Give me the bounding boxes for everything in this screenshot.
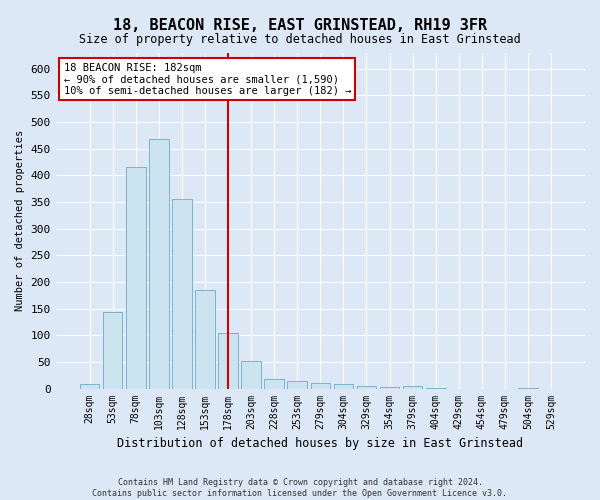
Bar [103, 312, 122, 388]
Bar [403, 386, 422, 388]
Bar [265, 380, 284, 388]
Text: Size of property relative to detached houses in East Grinstead: Size of property relative to detached ho… [79, 32, 521, 46]
Bar [195, 290, 215, 388]
Bar [172, 199, 191, 388]
Bar [80, 384, 100, 388]
Bar [149, 139, 169, 388]
Y-axis label: Number of detached properties: Number of detached properties [15, 130, 25, 311]
Bar [218, 332, 238, 388]
Bar [334, 384, 353, 388]
X-axis label: Distribution of detached houses by size in East Grinstead: Distribution of detached houses by size … [117, 437, 523, 450]
Text: 18 BEACON RISE: 182sqm
← 90% of detached houses are smaller (1,590)
10% of semi-: 18 BEACON RISE: 182sqm ← 90% of detached… [64, 62, 351, 96]
Bar [241, 361, 261, 388]
Text: Contains HM Land Registry data © Crown copyright and database right 2024.
Contai: Contains HM Land Registry data © Crown c… [92, 478, 508, 498]
Bar [356, 386, 376, 388]
Bar [311, 382, 330, 388]
Bar [287, 381, 307, 388]
Bar [126, 167, 146, 388]
Text: 18, BEACON RISE, EAST GRINSTEAD, RH19 3FR: 18, BEACON RISE, EAST GRINSTEAD, RH19 3F… [113, 18, 487, 32]
